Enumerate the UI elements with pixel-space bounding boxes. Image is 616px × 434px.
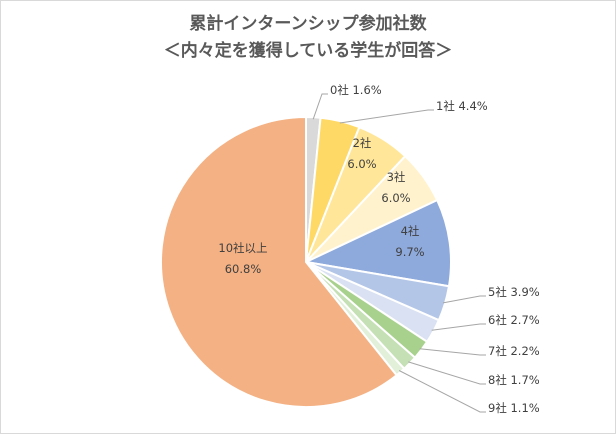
- slice-category-label: 3社: [387, 170, 406, 184]
- slice-value-label: 6.0%: [347, 157, 376, 171]
- slice-label: 9社 1.1%: [488, 401, 540, 415]
- leader-line: [398, 370, 486, 413]
- slice-label: 8社 1.7%: [488, 373, 540, 387]
- slice-value-label: 9.7%: [395, 245, 424, 259]
- slice-label: 0社 1.6%: [330, 83, 382, 97]
- pie-slice-4: [302, 198, 452, 288]
- slice-label: 5社 3.9%: [488, 285, 540, 299]
- leader-line: [419, 348, 486, 356]
- slice-category-label: 4社: [401, 224, 420, 238]
- leader-line: [312, 93, 328, 120]
- chart-title: 累計インターンシップ参加社数: [189, 14, 427, 34]
- leader-line: [408, 361, 486, 385]
- slice-category-label: 2社: [353, 136, 372, 150]
- leader-line: [339, 109, 434, 124]
- pie-slice-10: [159, 115, 398, 408]
- chart-subtitle: ＜内々定を獲得している学生が回答＞: [163, 41, 453, 61]
- slice-value-label: 60.8%: [225, 262, 262, 276]
- leader-line: [442, 295, 486, 304]
- slice-value-label: 6.0%: [381, 191, 410, 205]
- leader-line: [431, 323, 486, 331]
- slice-category-label: 10社以上: [218, 241, 267, 255]
- slice-label: 6社 2.7%: [488, 313, 540, 327]
- slice-label: 1社 4.4%: [436, 99, 488, 113]
- slice-label: 7社 2.2%: [488, 344, 540, 358]
